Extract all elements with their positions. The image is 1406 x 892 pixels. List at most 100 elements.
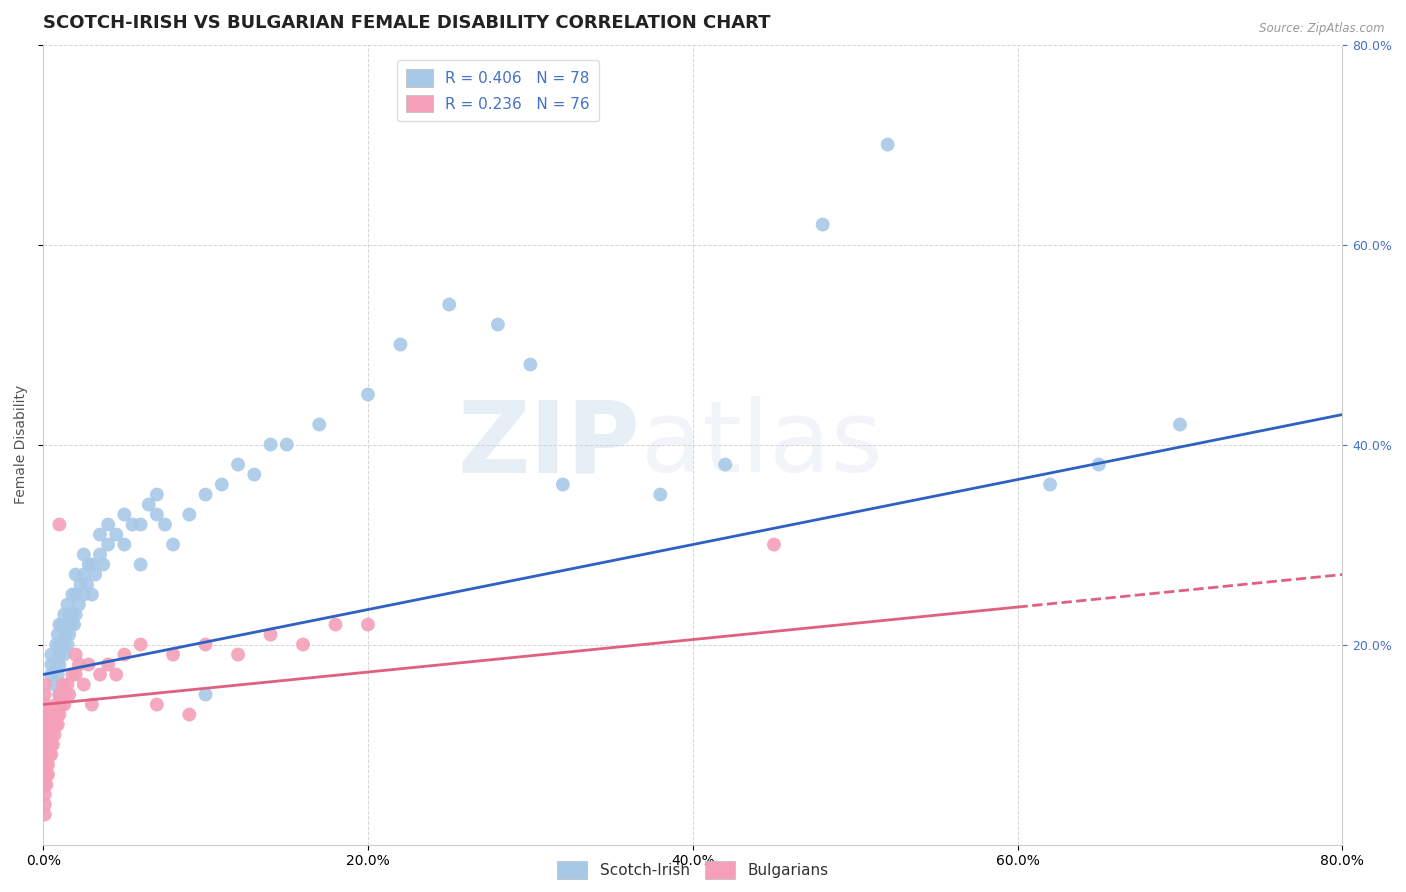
Point (39, 717, 62, 731)
Point (45, 698, 67, 712)
Point (42, 717, 65, 731)
Point (37, 747, 59, 762)
Point (292, 638, 315, 652)
Point (56, 617, 79, 632)
Point (37, 717, 59, 731)
Point (89, 527, 111, 541)
Point (97, 517, 120, 532)
Point (519, 358, 541, 372)
Point (67, 657, 90, 672)
Point (38, 727, 60, 741)
Point (89, 667, 111, 681)
Point (162, 537, 184, 551)
Point (77, 558, 100, 572)
Point (80, 588, 103, 602)
Point (97, 657, 120, 672)
Point (121, 517, 143, 532)
Point (34, 797, 56, 812)
Point (34, 778, 56, 792)
Y-axis label: Female Disability: Female Disability (14, 385, 28, 504)
Point (73, 567, 96, 582)
Point (60, 607, 83, 622)
Point (34, 688, 56, 702)
Point (153, 517, 176, 532)
Point (39, 727, 62, 741)
Point (194, 487, 217, 501)
Point (35, 717, 58, 731)
Point (44, 707, 66, 722)
Point (73, 588, 96, 602)
Point (129, 517, 152, 532)
Point (46, 717, 69, 731)
Point (105, 527, 128, 541)
Text: atlas: atlas (641, 396, 883, 493)
Point (226, 648, 249, 662)
Point (65, 567, 87, 582)
Point (39, 738, 62, 752)
Point (52, 677, 75, 691)
Point (60, 667, 83, 681)
Point (55, 627, 77, 641)
Point (276, 437, 298, 451)
Point (486, 318, 509, 332)
Point (48, 638, 70, 652)
Point (65, 607, 87, 622)
Point (357, 387, 380, 401)
Point (77, 657, 100, 672)
Point (97, 537, 120, 551)
Point (34, 757, 56, 772)
Point (60, 588, 83, 602)
Point (46, 667, 69, 681)
Point (112, 537, 135, 551)
Point (34, 807, 56, 822)
Point (39, 657, 62, 672)
Point (48, 617, 70, 632)
Point (48, 657, 70, 672)
Point (194, 638, 217, 652)
Point (37, 727, 59, 741)
Point (34, 707, 56, 722)
Point (146, 508, 169, 522)
Point (112, 648, 135, 662)
Point (35, 778, 58, 792)
Point (45, 657, 67, 672)
Point (876, 137, 898, 152)
Point (34, 717, 56, 731)
Point (650, 487, 672, 501)
Point (52, 617, 75, 632)
Point (53, 698, 76, 712)
Point (38, 738, 60, 752)
Point (146, 698, 169, 712)
Point (48, 707, 70, 722)
Point (308, 417, 330, 432)
Point (80, 698, 103, 712)
Point (39, 747, 62, 762)
Point (437, 297, 460, 311)
Point (56, 598, 79, 612)
Point (259, 437, 281, 451)
Point (389, 337, 412, 351)
Point (69, 577, 91, 591)
Point (34, 738, 56, 752)
Point (146, 487, 169, 501)
Point (59, 617, 82, 632)
Point (52, 638, 75, 652)
Point (194, 688, 217, 702)
Point (63, 617, 86, 632)
Point (811, 218, 834, 232)
Point (44, 677, 66, 691)
Point (179, 508, 201, 522)
Point (56, 638, 79, 652)
Point (53, 607, 76, 622)
Point (357, 617, 380, 632)
Point (48, 688, 70, 702)
Point (73, 548, 96, 562)
Point (84, 567, 107, 582)
Point (714, 458, 737, 472)
Point (48, 648, 70, 662)
Point (34, 698, 56, 712)
Point (34, 788, 56, 802)
Point (37, 738, 59, 752)
Point (58, 627, 80, 641)
Text: Source: ZipAtlas.com: Source: ZipAtlas.com (1260, 22, 1385, 36)
